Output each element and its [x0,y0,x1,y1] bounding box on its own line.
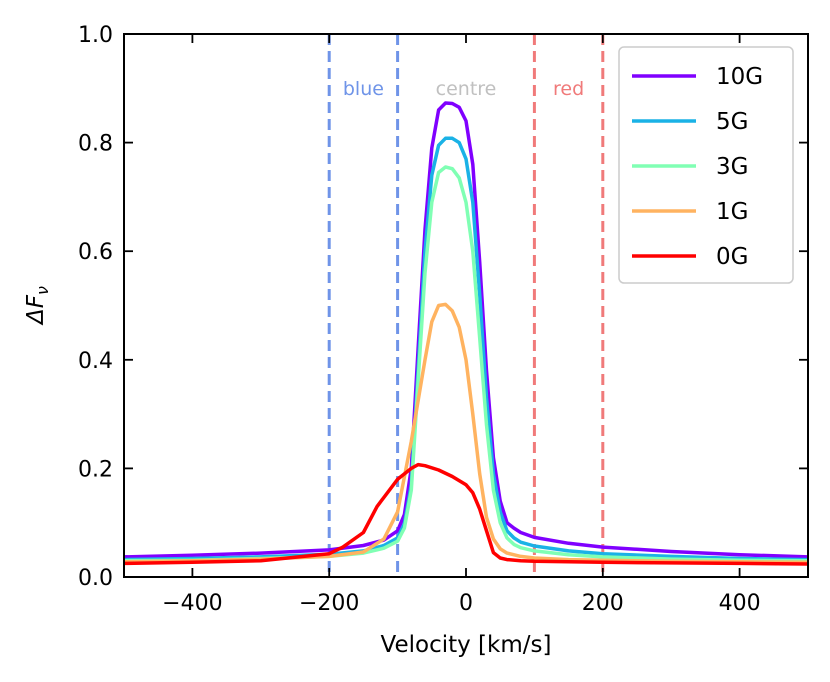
y-axis-title-main: ΔF [23,294,49,326]
region-labels: blue centre red [343,78,584,100]
legend: 10G 5G 3G 1G 0G [618,46,794,284]
x-axis-ticks: −400 −200 0 200 400 [162,34,761,616]
legend-label-1G: 1G [716,199,748,225]
legend-label-5G: 5G [716,109,748,135]
series-line-5G [124,136,808,562]
y-tick-label: 0.2 [78,457,113,482]
y-tick-label: 0.6 [78,240,113,265]
region-boundary-lines [327,34,605,577]
region-label-blue: blue [343,78,384,100]
legend-box [618,46,794,284]
y-axis-title: ΔFν [23,286,52,326]
x-axis-title: Velocity [km/s] [381,632,552,658]
x-tick-label: 0 [459,591,473,616]
series-lines [124,101,808,566]
region-label-red: red [553,78,584,100]
series-line-3G [124,165,808,563]
y-tick-label: 0.8 [78,132,113,157]
legend-label-10G: 10G [716,64,763,90]
x-tick-label: −400 [162,591,222,616]
y-axis-ticks: 0.0 0.2 0.4 0.6 0.8 1.0 [78,23,808,591]
y-axis-title-subscript: ν [33,286,52,295]
legend-label-3G: 3G [716,154,748,180]
y-tick-label: 0.0 [78,566,113,591]
y-tick-label: 1.0 [78,23,113,48]
legend-label-0G: 0G [716,244,748,270]
series-line-1G [124,302,808,565]
series-line-0G [124,462,808,566]
y-tick-label: 0.4 [78,349,113,374]
region-label-centre: centre [436,78,497,100]
x-tick-label: 200 [582,591,624,616]
x-tick-label: 400 [719,591,761,616]
x-tick-label: −200 [299,591,359,616]
